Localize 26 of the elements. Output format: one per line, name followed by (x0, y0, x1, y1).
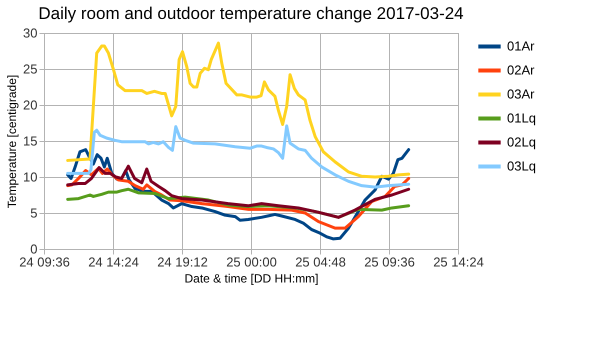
chart-title: Daily room and outdoor temperature change 2017-03-24 (38, 4, 464, 23)
legend-label: 02Lq (507, 134, 536, 150)
legend-label: 03Lq (507, 158, 536, 174)
legend-label: 03Ar (507, 86, 536, 102)
y-tick-label: 20 (23, 98, 38, 112)
y-tick-label: 10 (23, 170, 38, 184)
line-series (66, 164, 410, 219)
x-tick-label: 25 00:00 (226, 254, 277, 270)
y-axis-title: Temperature [centigrade] (5, 74, 20, 208)
line-series (66, 42, 410, 178)
x-tick-label: 25 14:24 (433, 254, 484, 270)
y-tick-label: 15 (23, 134, 38, 148)
x-tick-label: 24 14:24 (88, 254, 139, 270)
line-series (66, 124, 410, 189)
legend-label: 01Ar (507, 38, 536, 54)
x-tick-label: 24 19:12 (157, 254, 208, 270)
x-tick-label: 25 09:36 (364, 254, 415, 270)
legend-label: 02Ar (507, 62, 536, 78)
x-tick-label: 25 04:48 (295, 254, 346, 270)
y-tick-label: 0 (30, 242, 38, 256)
legend-label: 01Lq (507, 110, 536, 126)
x-axis-title: Date & time [DD HH:mm] (184, 272, 319, 286)
y-tick-label: 25 (23, 62, 38, 76)
y-tick-label: 5 (30, 206, 38, 220)
x-tick-label: 24 09:36 (19, 254, 70, 270)
y-tick-label: 30 (23, 26, 38, 40)
